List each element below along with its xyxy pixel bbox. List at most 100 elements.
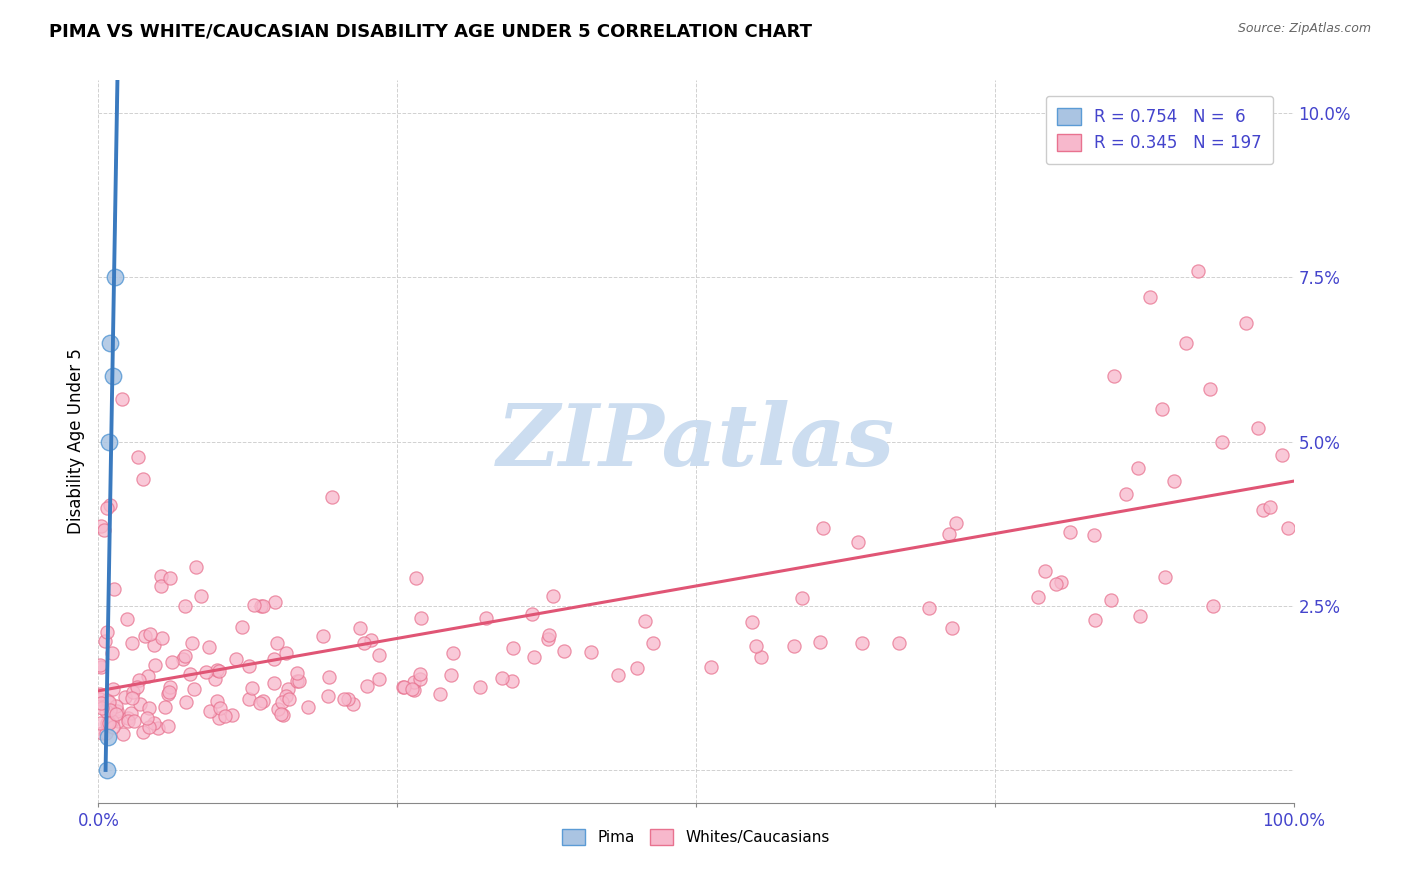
Point — [91, 726, 114, 740]
Point — [104, 698, 127, 713]
Point — [537, 627, 560, 641]
Point — [474, 610, 496, 624]
Point — [98, 715, 121, 730]
Point — [156, 687, 179, 701]
Point — [97, 730, 120, 744]
Point — [276, 647, 298, 661]
Point — [409, 667, 432, 681]
Point — [250, 599, 273, 613]
Point — [183, 681, 205, 696]
Text: PIMA VS WHITE/CAUCASIAN DISABILITY AGE UNDER 5 CORRELATION CHART: PIMA VS WHITE/CAUCASIAN DISABILITY AGE U… — [49, 22, 813, 40]
Point — [208, 665, 231, 679]
Point — [231, 620, 253, 634]
Point — [89, 657, 111, 672]
Point — [111, 727, 134, 741]
Point — [316, 689, 339, 703]
Point — [117, 711, 139, 725]
Point — [945, 516, 967, 530]
Point — [278, 692, 301, 706]
Point — [318, 670, 340, 684]
Point — [89, 716, 111, 731]
Y-axis label: Disability Age Under 5: Disability Age Under 5 — [66, 349, 84, 534]
Point — [1271, 448, 1294, 462]
Point — [98, 498, 121, 512]
Point — [741, 615, 763, 629]
Point — [157, 719, 180, 733]
Point — [887, 636, 910, 650]
Point — [1258, 500, 1281, 515]
Point — [238, 692, 260, 706]
Point — [146, 721, 169, 735]
Point — [607, 668, 630, 682]
Point — [749, 650, 772, 665]
Point — [1128, 460, 1150, 475]
Point — [96, 501, 118, 516]
Point — [93, 523, 115, 537]
Point — [128, 673, 150, 688]
Point — [101, 368, 124, 383]
Point — [181, 636, 204, 650]
Point — [252, 694, 274, 708]
Point — [353, 636, 375, 650]
Point — [143, 638, 166, 652]
Point — [143, 657, 166, 672]
Point — [115, 612, 138, 626]
Point — [392, 680, 415, 694]
Point — [267, 702, 290, 716]
Point — [537, 632, 560, 647]
Point — [356, 679, 378, 693]
Point — [263, 595, 285, 609]
Point — [159, 681, 181, 695]
Point — [1175, 336, 1198, 351]
Point — [402, 675, 425, 690]
Point — [783, 639, 806, 653]
Point — [502, 640, 524, 655]
Point — [90, 697, 112, 711]
Point — [297, 699, 319, 714]
Point — [134, 629, 156, 643]
Point — [143, 716, 166, 731]
Point — [1152, 401, 1174, 416]
Point — [349, 621, 371, 635]
Point — [131, 724, 153, 739]
Point — [1247, 421, 1270, 435]
Point — [225, 651, 247, 665]
Point — [401, 681, 423, 696]
Point — [1035, 564, 1057, 578]
Point — [263, 652, 285, 666]
Point — [150, 579, 173, 593]
Point — [186, 560, 208, 574]
Point — [641, 636, 664, 650]
Point — [285, 674, 308, 689]
Point — [1099, 592, 1122, 607]
Point — [90, 660, 112, 674]
Point — [285, 665, 308, 680]
Point — [277, 682, 299, 697]
Point — [811, 521, 834, 535]
Point — [336, 692, 359, 706]
Point — [89, 687, 111, 701]
Point — [941, 621, 963, 635]
Point — [367, 672, 389, 686]
Text: ZIPatlas: ZIPatlas — [496, 400, 896, 483]
Point — [468, 680, 491, 694]
Point — [443, 646, 465, 660]
Point — [90, 701, 112, 715]
Point — [288, 673, 311, 688]
Point — [402, 683, 425, 698]
Point — [1129, 609, 1152, 624]
Point — [1045, 577, 1067, 591]
Point — [149, 569, 172, 583]
Point — [846, 534, 869, 549]
Point — [121, 636, 143, 650]
Point — [1083, 528, 1105, 542]
Point — [312, 629, 335, 643]
Point — [173, 648, 195, 663]
Point — [155, 700, 177, 714]
Point — [501, 674, 523, 689]
Point — [152, 631, 174, 645]
Point — [1234, 316, 1257, 330]
Point — [101, 714, 124, 729]
Point — [221, 708, 243, 723]
Point — [1163, 474, 1185, 488]
